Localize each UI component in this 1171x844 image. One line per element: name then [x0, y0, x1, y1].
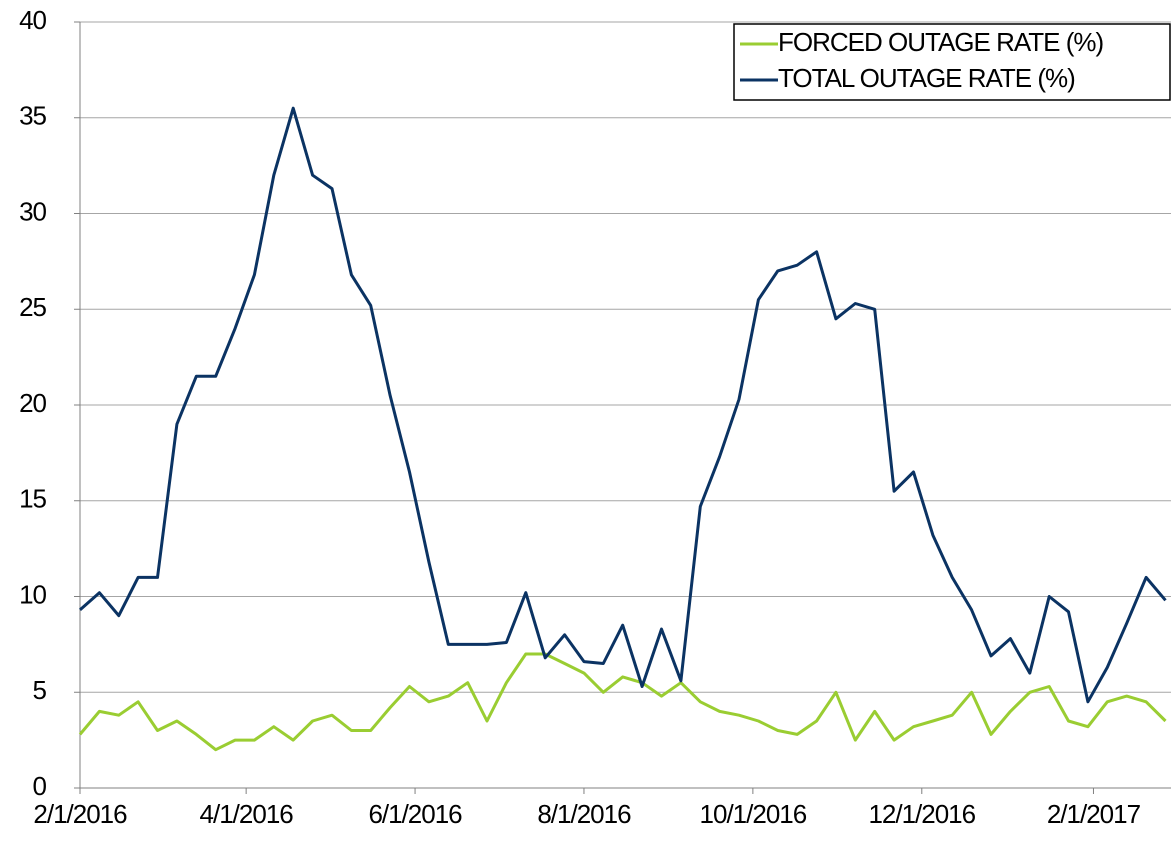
y-tick-label: 40 [19, 5, 46, 35]
legend: FORCED OUTAGE RATE (%) TOTAL OUTAGE RATE … [733, 23, 1171, 101]
x-tick-label: 10/1/2016 [700, 799, 807, 829]
y-tick-label: 35 [19, 101, 46, 131]
series-line [79, 106, 1167, 704]
series-line [78, 652, 1167, 752]
x-tick-label: 2/1/2017 [1047, 799, 1141, 829]
y-tick-label: 5 [33, 675, 47, 705]
y-tick-label: 0 [33, 771, 47, 801]
x-tick-label: 2/1/2016 [33, 799, 127, 829]
x-tick-label: 6/1/2016 [368, 799, 462, 829]
y-tick-label: 30 [19, 196, 46, 226]
legend-label: TOTAL OUTAGE RATE (%) [778, 63, 1075, 93]
legend-box [733, 23, 1171, 101]
y-tick-label: 25 [19, 292, 46, 322]
x-tick-label: 8/1/2016 [537, 799, 631, 829]
x-tick-label: 4/1/2016 [200, 799, 294, 829]
legend-label: FORCED OUTAGE RATE (%) [778, 27, 1103, 57]
y-tick-label: 20 [19, 388, 46, 418]
y-tick-label: 10 [19, 579, 46, 609]
x-tick-label: 12/1/2016 [868, 799, 975, 829]
y-tick-label: 15 [19, 484, 46, 514]
